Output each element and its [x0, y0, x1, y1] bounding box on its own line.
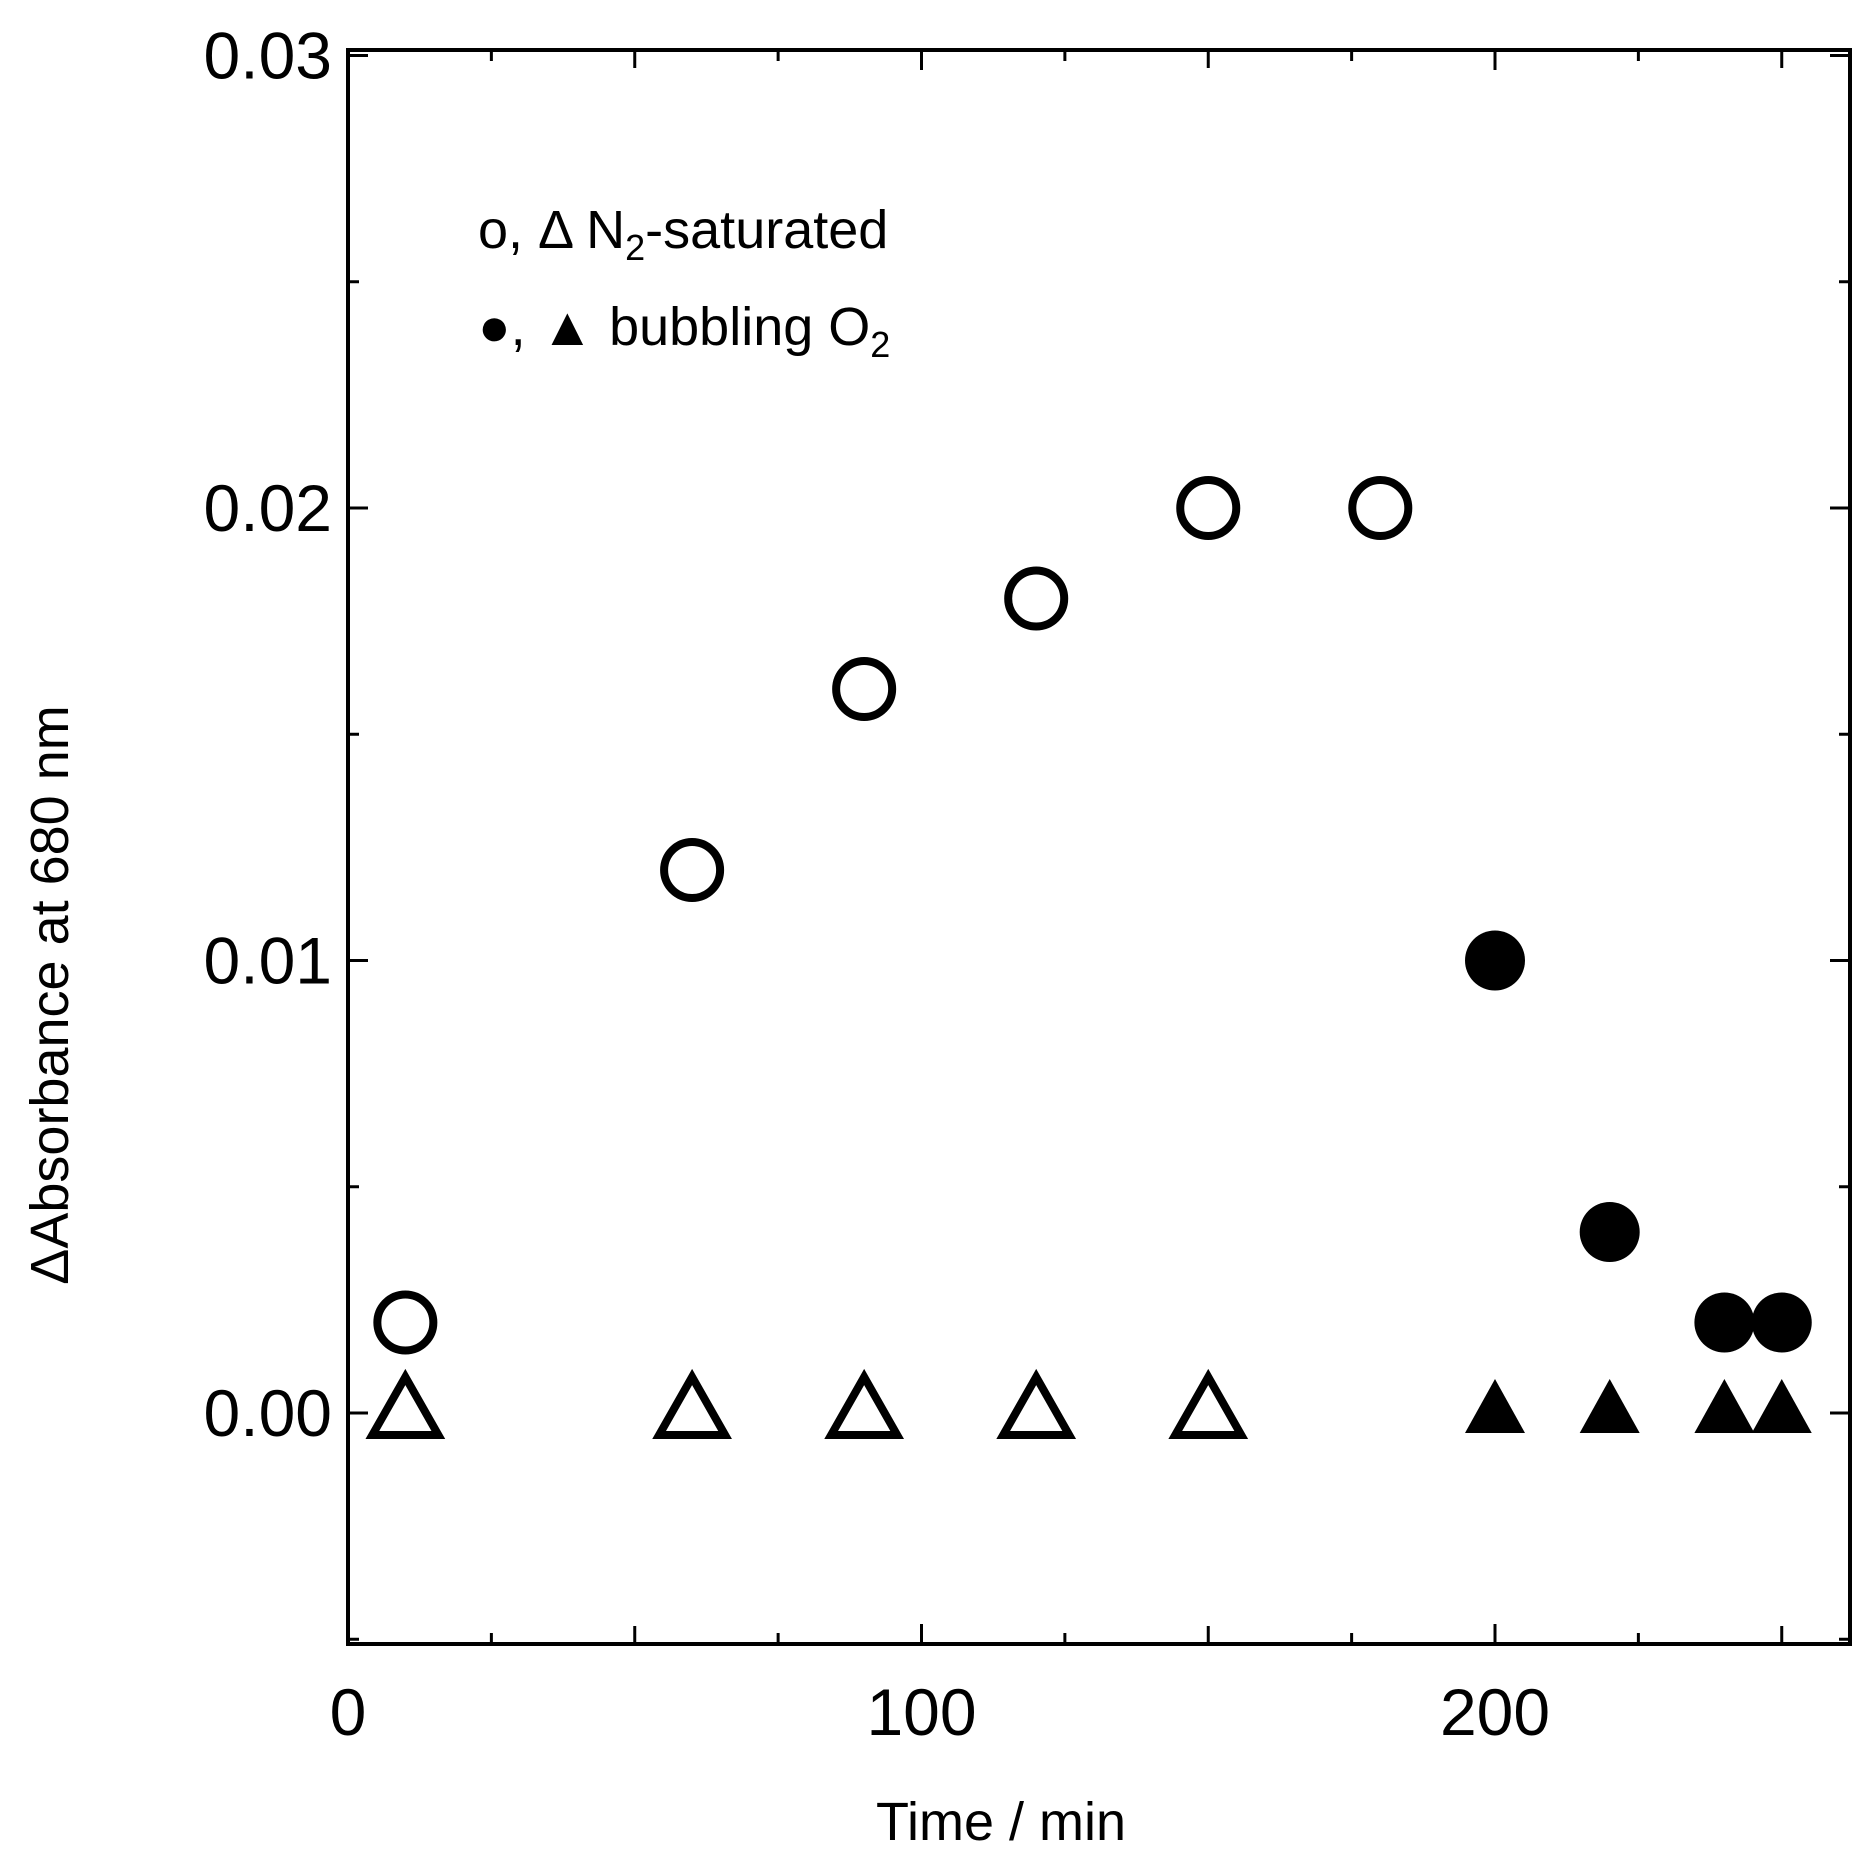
y-tick-label: 0.02 — [204, 471, 332, 545]
open-circle-point — [373, 1290, 438, 1355]
legend-symbols: o, Δ — [478, 200, 586, 260]
legend-subscript: 2 — [870, 324, 890, 365]
legend-label: bubbling O — [609, 297, 870, 357]
y-tick-label: 0.03 — [204, 19, 332, 93]
legend-entry: o, Δ N2-saturated — [478, 200, 888, 268]
axis-ticks — [346, 50, 1850, 1644]
filled-triangle-point — [1579, 1379, 1640, 1433]
filled-circle-point — [1751, 1292, 1812, 1353]
legend-symbols: ●, ▲ — [478, 297, 609, 357]
open-triangle-point — [824, 1368, 905, 1439]
y-tick-label: 0.01 — [204, 924, 332, 998]
open-circle-point — [1004, 566, 1069, 631]
y-tick-label: 0.00 — [204, 1376, 332, 1450]
filled-circle-point — [1579, 1202, 1640, 1262]
plot-frame — [346, 48, 1852, 1646]
filled-triangle-point — [1694, 1379, 1755, 1433]
filled-triangle-point — [1465, 1379, 1525, 1433]
open-circle-point — [1176, 476, 1241, 540]
open-triangle-point — [996, 1368, 1077, 1439]
x-tick-label: 200 — [1440, 1675, 1550, 1749]
open-triangle-point — [652, 1368, 732, 1439]
x-axis-title: Time / min — [876, 1792, 1126, 1852]
open-circle-point — [660, 838, 725, 902]
legend-label: N — [586, 200, 625, 260]
open-circle-point — [832, 657, 897, 721]
tick-labels: 0 100 200 0.00 0.01 0.02 0.03 — [204, 19, 1551, 1750]
legend-subscript: 2 — [625, 227, 645, 268]
filled-circle-point — [1465, 930, 1525, 991]
legend: o, Δ N2-saturated●, ▲ bubbling O2 — [478, 200, 890, 365]
legend-entry: ●, ▲ bubbling O2 — [478, 297, 890, 365]
open-triangle-point — [1168, 1368, 1249, 1439]
y-axis-title: ΔAbsorbance at 680 nm — [20, 705, 80, 1284]
legend-suffix: -saturated — [645, 200, 888, 260]
open-triangle-point — [365, 1368, 446, 1439]
x-tick-label: 100 — [866, 1675, 976, 1749]
x-tick-label: 0 — [330, 1675, 367, 1749]
filled-circle-point — [1694, 1292, 1755, 1353]
open-circle-point — [1348, 476, 1413, 540]
data-marks — [365, 476, 1812, 1439]
filled-triangle-point — [1751, 1379, 1812, 1433]
